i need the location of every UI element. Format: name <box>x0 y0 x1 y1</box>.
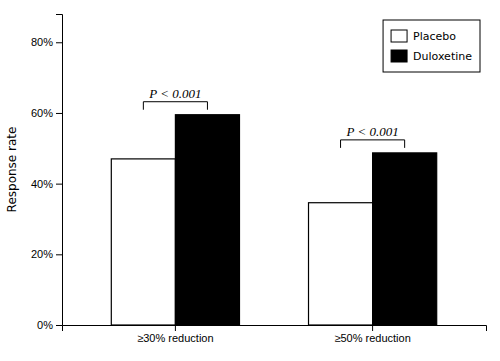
y-tick-mark <box>56 113 62 114</box>
y-tick: 0% <box>37 319 62 331</box>
y-tick-mark <box>56 254 62 255</box>
x-tick-mark <box>175 325 176 331</box>
annotation: P < 0.001 <box>148 86 201 101</box>
y-tick-label: 40% <box>31 178 53 190</box>
y-tick-label: 80% <box>31 36 53 48</box>
y-tick-mark <box>56 325 62 326</box>
y-tick: 60% <box>31 107 62 119</box>
x-tick-label: ≥30% reduction <box>137 332 213 344</box>
legend-entry: Duloxetine <box>413 50 472 63</box>
y-axis-title: Response rate <box>5 127 19 213</box>
chart: 0% 20% 40% 60% 80% ≥30% reduction ≥50% reducti… <box>0 0 500 361</box>
annotations: P < 0.001 P < 0.001 <box>143 86 404 148</box>
bar <box>175 115 239 325</box>
bar <box>373 153 437 325</box>
x-axis: ≥30% reduction ≥50% reduction <box>63 325 487 344</box>
y-tick: 40% <box>31 178 62 190</box>
bars <box>111 115 436 325</box>
legend: Placebo Duloxetine <box>383 20 480 72</box>
y-tick-label: 20% <box>31 248 53 260</box>
x-tick: ≥50% reduction <box>334 325 410 344</box>
x-axis-line <box>63 326 487 332</box>
x-tick-label: ≥50% reduction <box>334 332 410 344</box>
x-tick-mark <box>372 325 373 331</box>
x-tick: ≥30% reduction <box>137 325 213 344</box>
y-tick: 20% <box>31 248 62 260</box>
y-tick-label: 0% <box>37 319 53 331</box>
legend-entry: Placebo <box>413 30 456 43</box>
bar <box>111 159 175 325</box>
legend-swatch <box>391 50 407 62</box>
y-axis-line <box>56 15 63 326</box>
y-tick: 80% <box>31 36 62 48</box>
y-tick-mark <box>56 184 62 185</box>
annotation: P < 0.001 <box>345 124 398 139</box>
significance-bracket <box>341 140 405 148</box>
bar <box>309 203 373 325</box>
significance-bracket <box>143 102 207 110</box>
y-tick-mark <box>56 42 62 43</box>
plot: 0% 20% 40% 60% 80% ≥30% reduction ≥50% reducti… <box>31 15 487 344</box>
y-tick-label: 60% <box>31 107 53 119</box>
legend-swatch <box>391 30 407 42</box>
y-axis: 0% 20% 40% 60% 80% <box>31 15 63 332</box>
legend-frame <box>383 20 480 72</box>
